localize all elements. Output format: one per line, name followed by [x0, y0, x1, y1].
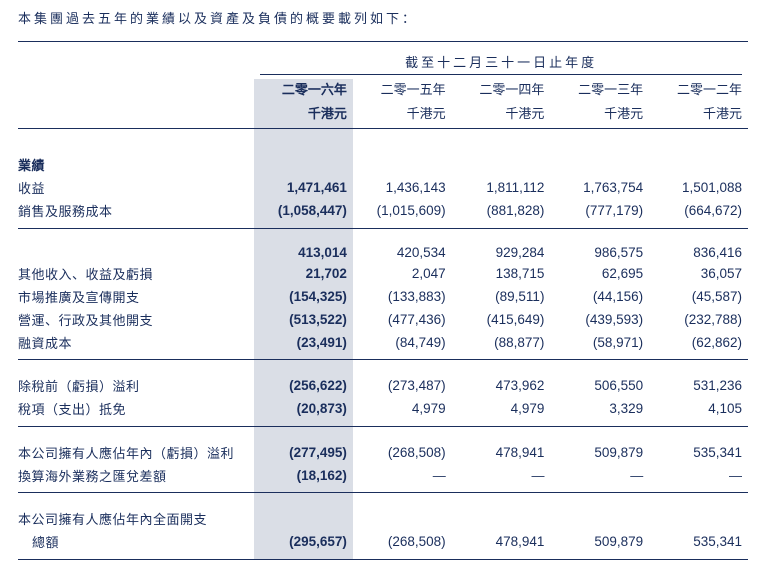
cell-po-2015: (268,508) — [353, 441, 452, 464]
row-pbt-label: 除稅前（虧損）溢利 — [18, 374, 254, 397]
cell-pbt-2014: 473,962 — [452, 374, 551, 397]
cell-admin-2014: (415,649) — [452, 308, 551, 331]
cell-po-2016: (277,495) — [254, 441, 353, 464]
header-period: 截至十二月三十一日止年度 — [260, 52, 742, 75]
cell-gross-2014: 929,284 — [452, 243, 551, 262]
cell-fx-2013: — — [550, 464, 649, 487]
row-tax-label: 稅項（支出）抵免 — [18, 397, 254, 420]
cell-cos-2012: (664,672) — [649, 199, 748, 222]
cell-cos-2013: (777,179) — [550, 199, 649, 222]
cell-other-2014: 138,715 — [452, 262, 551, 285]
row-fx-label: 換算海外業務之匯兌差額 — [18, 464, 254, 487]
row-total-comp-label-1: 本公司擁有人應佔年內全面開支 — [18, 507, 254, 530]
cell-cos-2015: (1,015,609) — [353, 199, 452, 222]
intro-text: 本集團過去五年的業績以及資產及負債的概要載列如下： — [18, 8, 748, 27]
col-year-2015: 二零一五年 — [353, 79, 452, 101]
cell-gross-2012: 836,416 — [649, 243, 748, 262]
cell-fx-2015: — — [353, 464, 452, 487]
cell-cos-2014: (881,828) — [452, 199, 551, 222]
row-finance-label: 融資成本 — [18, 331, 254, 354]
col-year-2013: 二零一三年 — [550, 79, 649, 101]
row-revenue-label: 收益 — [18, 176, 254, 199]
cell-gross-2013: 986,575 — [550, 243, 649, 262]
cell-revenue-2013: 1,763,754 — [550, 176, 649, 199]
col-unit: 千港元 — [254, 101, 353, 129]
row-admin-label: 營運、行政及其他開支 — [18, 308, 254, 331]
cell-fin-2015: (84,749) — [353, 331, 452, 354]
row-total-comp-label-2: 總額 — [18, 530, 254, 553]
cell-fx-2012: — — [649, 464, 748, 487]
cell-tax-2014: 4,979 — [452, 397, 551, 420]
cell-other-2015: 2,047 — [353, 262, 452, 285]
cell-revenue-2012: 1,501,088 — [649, 176, 748, 199]
cell-fin-2016: (23,491) — [254, 331, 353, 354]
row-results-heading: 業績 — [18, 153, 254, 176]
cell-cos-2016: (1,058,447) — [254, 199, 353, 222]
cell-mkt-2016: (154,325) — [254, 285, 353, 308]
col-year-2012: 二零一二年 — [649, 79, 748, 101]
cell-fx-2016: (18,162) — [254, 464, 353, 487]
cell-fin-2014: (88,877) — [452, 331, 551, 354]
col-unit: 千港元 — [649, 101, 748, 129]
cell-admin-2015: (477,436) — [353, 308, 452, 331]
cell-pbt-2012: 531,236 — [649, 374, 748, 397]
cell-other-2013: 62,695 — [550, 262, 649, 285]
cell-fx-2014: — — [452, 464, 551, 487]
cell-mkt-2014: (89,511) — [452, 285, 551, 308]
col-year-2014: 二零一四年 — [452, 79, 551, 101]
cell-tc-2014: 478,941 — [452, 530, 551, 553]
row-profit-owners-label: 本公司擁有人應佔年內（虧損）溢利 — [18, 441, 254, 464]
cell-tc-2015: (268,508) — [353, 530, 452, 553]
cell-po-2012: 535,341 — [649, 441, 748, 464]
cell-admin-2016: (513,522) — [254, 308, 353, 331]
cell-other-2016: 21,702 — [254, 262, 353, 285]
row-other-income-label: 其他收入、收益及虧損 — [18, 262, 254, 285]
cell-gross-2015: 420,534 — [353, 243, 452, 262]
row-cos-label: 銷售及服務成本 — [18, 199, 254, 222]
cell-tc-2016: (295,657) — [254, 530, 353, 553]
cell-revenue-2016: 1,471,461 — [254, 176, 353, 199]
cell-pbt-2013: 506,550 — [550, 374, 649, 397]
cell-admin-2012: (232,788) — [649, 308, 748, 331]
cell-tc-2012: 535,341 — [649, 530, 748, 553]
cell-admin-2013: (439,593) — [550, 308, 649, 331]
cell-po-2014: 478,941 — [452, 441, 551, 464]
cell-mkt-2012: (45,587) — [649, 285, 748, 308]
cell-fin-2012: (62,862) — [649, 331, 748, 354]
col-unit: 千港元 — [550, 101, 649, 129]
row-marketing-label: 市場推廣及宣傳開支 — [18, 285, 254, 308]
cell-pbt-2016: (256,622) — [254, 374, 353, 397]
cell-tax-2013: 3,329 — [550, 397, 649, 420]
col-unit: 千港元 — [353, 101, 452, 129]
cell-mkt-2013: (44,156) — [550, 285, 649, 308]
cell-fin-2013: (58,971) — [550, 331, 649, 354]
col-year-2016: 二零一六年 — [254, 79, 353, 101]
cell-revenue-2015: 1,436,143 — [353, 176, 452, 199]
cell-pbt-2015: (273,487) — [353, 374, 452, 397]
cell-gross-2016: 413,014 — [254, 243, 353, 262]
cell-mkt-2015: (133,883) — [353, 285, 452, 308]
cell-revenue-2014: 1,811,112 — [452, 176, 551, 199]
cell-tax-2012: 4,105 — [649, 397, 748, 420]
financial-summary-table: 截至十二月三十一日止年度 二零一六年 二零一五年 二零一四年 二零一三年 二零一… — [18, 41, 748, 560]
cell-tc-2013: 509,879 — [550, 530, 649, 553]
cell-tax-2016: (20,873) — [254, 397, 353, 420]
col-unit: 千港元 — [452, 101, 551, 129]
cell-tax-2015: 4,979 — [353, 397, 452, 420]
cell-other-2012: 36,057 — [649, 262, 748, 285]
cell-po-2013: 509,879 — [550, 441, 649, 464]
